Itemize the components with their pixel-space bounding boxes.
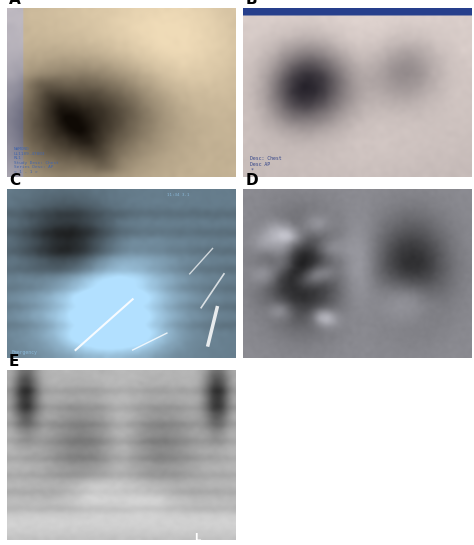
Text: Desc: Chest
Desc AP
*: Desc: Chest Desc AP * xyxy=(250,156,282,172)
Text: 11:34 3.1: 11:34 3.1 xyxy=(167,192,190,197)
Text: C: C xyxy=(9,173,20,188)
Text: Emergency: Emergency xyxy=(12,350,37,355)
Text: B: B xyxy=(245,0,257,7)
Text: E: E xyxy=(9,354,19,369)
Text: A: A xyxy=(9,0,21,7)
Text: NAMOND
LL1189-47803
RL1
Study Desc: Chest
Series Desc: AP
< 1 - 1 >: NAMOND LL1189-47803 RL1 Study Desc: Ches… xyxy=(14,147,59,174)
Text: D: D xyxy=(245,173,258,188)
Text: L: L xyxy=(194,533,201,543)
